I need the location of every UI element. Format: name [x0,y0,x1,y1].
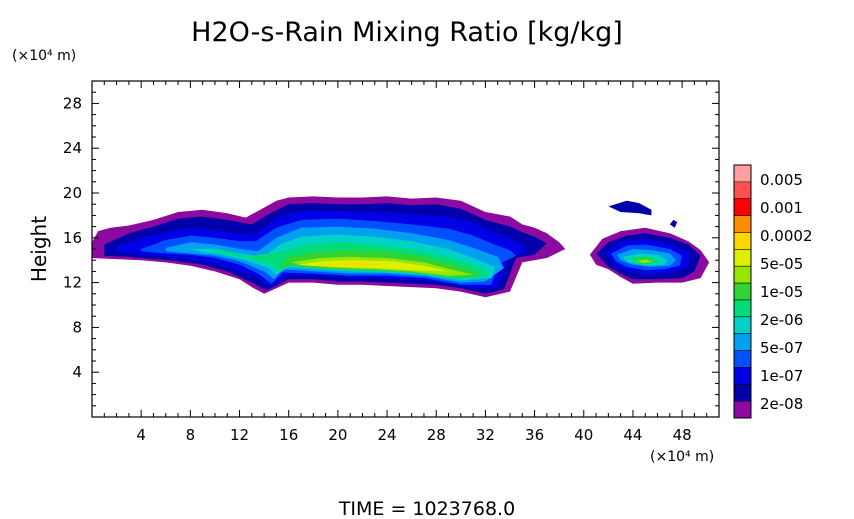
colorbar [733,164,752,419]
contour-region-17 [636,259,652,263]
colorbar-label: 0.0002 [760,227,813,245]
time-footer: TIME = 1023768.0 [338,498,515,519]
x-tick-label: 28 [427,426,446,444]
colorbar-swatch [734,384,751,402]
colorbar-swatch [734,181,751,200]
colorbar-swatch [734,165,751,183]
colorbar-swatch [734,401,751,419]
y-tick-label: 28 [63,94,82,112]
y-axis-unit: (×10⁴ m) [12,48,76,64]
colorbar-swatch [734,350,751,368]
colorbar-swatch [734,299,751,318]
x-tick-label: 12 [230,426,249,444]
contour-fill [92,196,732,298]
colorbar-label: 1e-07 [760,367,803,385]
colorbar-swatch [734,316,751,335]
x-tick-label: 36 [525,426,544,444]
axis-ticks [92,81,719,417]
colorbar-label: 5e-07 [760,339,803,357]
colorbar-swatch [734,283,751,301]
x-tick-label: 16 [279,426,298,444]
contour-region-20 [608,200,652,216]
colorbar-swatch [734,215,751,233]
colorbar-label: 0.001 [760,199,803,217]
y-axis-label: Height [27,216,51,282]
colorbar-labels: 0.005 0.001 0.0002 5e-05 1e-05 2e-06 5e-07 1e-0… [760,171,813,413]
y-tick-label: 12 [63,274,82,292]
x-tick-label: 40 [574,426,593,444]
x-axis-unit: (×10⁴ m) [650,449,714,465]
y-tick-label: 4 [72,363,82,381]
y-tick-label: 16 [63,229,82,247]
contour-region-18 [296,260,449,272]
colorbar-swatch [734,249,751,267]
colorbar-label: 5e-05 [760,255,803,273]
contour-region-21 [669,219,678,228]
contour-region-19 [313,263,388,266]
colorbar-swatch [734,367,751,385]
x-tick-label: 48 [673,426,692,444]
y-tick-label: 8 [72,318,82,336]
x-tick-label: 44 [623,426,642,444]
x-tick-label: 4 [136,426,146,444]
plot-frame [91,80,720,418]
y-tick-label: 24 [63,139,82,157]
y-tick-labels: 4 8 12 16 20 24 28 [63,94,82,381]
colorbar-swatch [734,198,751,216]
x-tick-label: 20 [328,426,347,444]
colorbar-label: 0.005 [760,171,803,189]
x-tick-labels: 4 8 12 16 20 24 28 32 36 40 44 48 [136,426,691,444]
colorbar-frame [733,164,752,419]
x-tick-label: 24 [378,426,397,444]
x-tick-label: 32 [476,426,495,444]
chart-title: H2O-s-Rain Mixing Ratio [kg/kg] [191,17,623,48]
colorbar-label: 1e-05 [760,283,803,301]
colorbar-swatch [734,333,751,351]
contour-region-23 [725,234,732,241]
y-tick-label: 20 [63,184,82,202]
colorbar-label: 2e-06 [760,311,803,329]
x-tick-label: 8 [186,426,196,444]
colorbar-swatch [734,232,751,250]
colorbar-label: 2e-08 [760,395,803,413]
colorbar-swatch [734,266,751,284]
